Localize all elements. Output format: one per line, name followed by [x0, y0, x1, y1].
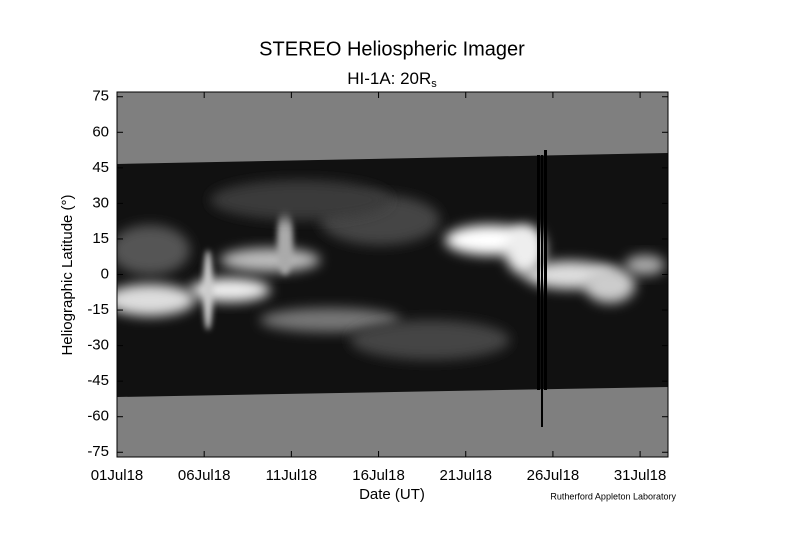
y-tick-label: 75: [92, 88, 109, 105]
chart-title: STEREO Heliospheric Imager: [259, 38, 525, 60]
x-tick-label: 06Jul18: [178, 467, 231, 484]
artifact: [544, 150, 547, 390]
artifact: [541, 155, 543, 427]
y-tick-label: -45: [87, 372, 109, 389]
subtitle-subscript: s: [431, 78, 437, 90]
x-axis-label: Date (UT): [359, 486, 425, 503]
image: [116, 91, 669, 458]
features: [117, 180, 665, 360]
y-tick-label: 60: [92, 123, 109, 140]
y-tick-label: 15: [92, 230, 109, 247]
y-tick-label: 0: [101, 265, 109, 282]
subtitle-text: HI-1A: 20R: [347, 69, 431, 88]
x-tick-label: 16Jul18: [352, 467, 405, 484]
y-tick-label: 30: [92, 194, 109, 211]
y-tick-label: -60: [87, 408, 109, 425]
y-axis-label: Heliographic Latitude (°): [59, 194, 76, 355]
x-tick-label: 11Jul18: [266, 467, 317, 484]
x-tick-label: 01Jul18: [91, 467, 144, 484]
credit: Rutherford Appleton Laboratory: [550, 491, 676, 501]
y-tick-label: 45: [92, 159, 109, 176]
x-tick-label: 26Jul18: [527, 467, 580, 484]
y-tick-label: -75: [87, 443, 109, 460]
x-tick-label: 21Jul18: [439, 467, 492, 484]
y-tick-label: -30: [87, 337, 109, 354]
x-tick-label: 31Jul18: [614, 467, 667, 484]
y-tick-label: -15: [87, 301, 109, 318]
chart-subtitle: HI-1A: 20Rs: [347, 69, 437, 89]
artifact: [537, 155, 540, 390]
